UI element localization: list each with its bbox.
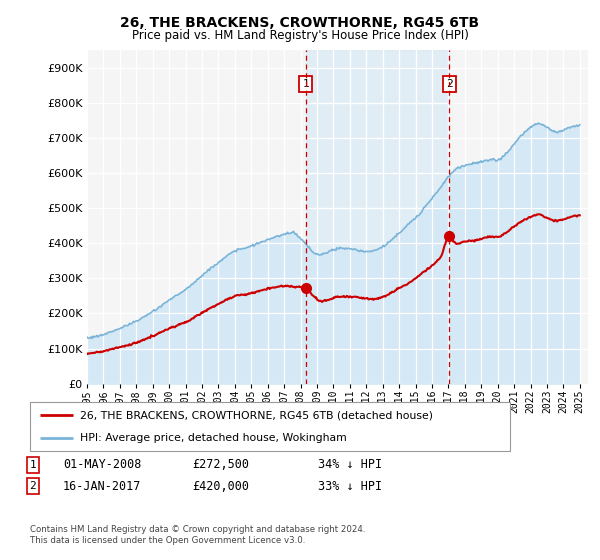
Text: 34% ↓ HPI: 34% ↓ HPI (318, 458, 382, 472)
Text: 2: 2 (446, 79, 452, 88)
Text: Contains HM Land Registry data © Crown copyright and database right 2024.
This d: Contains HM Land Registry data © Crown c… (30, 525, 365, 545)
Text: 26, THE BRACKENS, CROWTHORNE, RG45 6TB: 26, THE BRACKENS, CROWTHORNE, RG45 6TB (121, 16, 479, 30)
Text: £420,000: £420,000 (192, 479, 249, 493)
FancyBboxPatch shape (30, 402, 510, 451)
Text: 2: 2 (29, 481, 37, 491)
Text: 33% ↓ HPI: 33% ↓ HPI (318, 479, 382, 493)
Text: Price paid vs. HM Land Registry's House Price Index (HPI): Price paid vs. HM Land Registry's House … (131, 29, 469, 42)
Text: £272,500: £272,500 (192, 458, 249, 472)
Text: 26, THE BRACKENS, CROWTHORNE, RG45 6TB (detached house): 26, THE BRACKENS, CROWTHORNE, RG45 6TB (… (80, 410, 433, 421)
Text: 1: 1 (29, 460, 37, 470)
Text: HPI: Average price, detached house, Wokingham: HPI: Average price, detached house, Woki… (80, 433, 347, 444)
Text: 16-JAN-2017: 16-JAN-2017 (63, 479, 142, 493)
Bar (306, 50, 449, 384)
Text: 1: 1 (302, 79, 310, 88)
Text: 01-MAY-2008: 01-MAY-2008 (63, 458, 142, 472)
